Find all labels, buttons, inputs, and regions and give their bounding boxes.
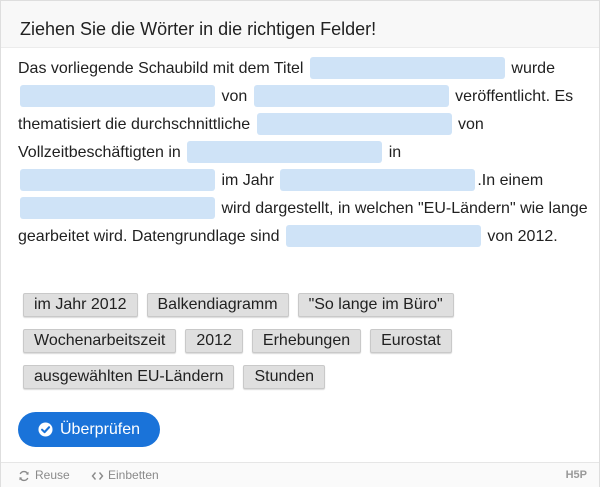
code-icon [91, 472, 104, 480]
drop-zone-9[interactable] [285, 224, 481, 247]
draggable-words: im Jahr 2012 Balkendiagramm "So lange im B… [23, 293, 583, 401]
draggable-word[interactable]: Stunden [243, 365, 326, 389]
draggable-word[interactable]: Eurostat [370, 329, 452, 353]
drop-zone-1[interactable] [309, 56, 505, 79]
draggable-word[interactable]: ausgewählten EU-Ländern [23, 365, 235, 389]
drop-zone-2[interactable] [20, 84, 215, 107]
drop-zone-3[interactable] [253, 84, 449, 107]
text-segment: von [221, 88, 248, 105]
task-text: Das vorliegende Schaubild mit dem Titel … [18, 55, 588, 251]
text-segment: .In einem [477, 172, 544, 189]
drop-zone-4[interactable] [256, 112, 452, 135]
drop-zone-8[interactable] [20, 196, 215, 219]
check-button[interactable]: Überprüfen [18, 412, 160, 447]
draggable-word[interactable]: 2012 [185, 329, 243, 353]
text-segment: von 2012. [487, 228, 558, 245]
drop-zone-7[interactable] [280, 168, 476, 191]
task-title: Ziehen Sie die Wörter in die richtigen F… [20, 19, 377, 39]
text-segment: von Vollzeitbeschäftigten in [18, 116, 484, 161]
text-segment: veröffentlicht. Es thematisiert die durc… [18, 88, 574, 133]
drop-zone-6[interactable] [20, 168, 215, 191]
draggable-word[interactable]: Balkendiagramm [146, 293, 289, 317]
text-segment: Das vorliegende Schaubild mit dem Titel [18, 60, 304, 77]
text-segment: wird dargestellt, in welchen "EU-Ländern… [18, 200, 588, 245]
text-segment: im Jahr [221, 172, 274, 189]
check-button-label: Überprüfen [60, 421, 141, 438]
task-header: Ziehen Sie die Wörter in die richtigen F… [1, 1, 599, 48]
draggable-word[interactable]: im Jahr 2012 [23, 293, 138, 317]
draggable-word[interactable]: Erhebungen [251, 329, 362, 353]
text-segment: wurde [511, 60, 555, 77]
draggable-word[interactable]: Wochenarbeitszeit [23, 329, 177, 353]
text-segment: in [388, 144, 402, 161]
h5p-logo: H5P [565, 469, 587, 481]
reuse-button[interactable]: Reuse [18, 463, 70, 488]
embed-label: Einbetten [108, 468, 159, 482]
reuse-icon [19, 470, 29, 482]
embed-button[interactable]: Einbetten [91, 463, 159, 488]
footer-bar: Reuse Einbetten H5P [1, 462, 599, 487]
drop-zone-5[interactable] [187, 140, 383, 163]
reuse-label: Reuse [35, 468, 70, 482]
draggable-word[interactable]: "So lange im Büro" [297, 293, 454, 317]
check-circle-icon [38, 422, 53, 437]
